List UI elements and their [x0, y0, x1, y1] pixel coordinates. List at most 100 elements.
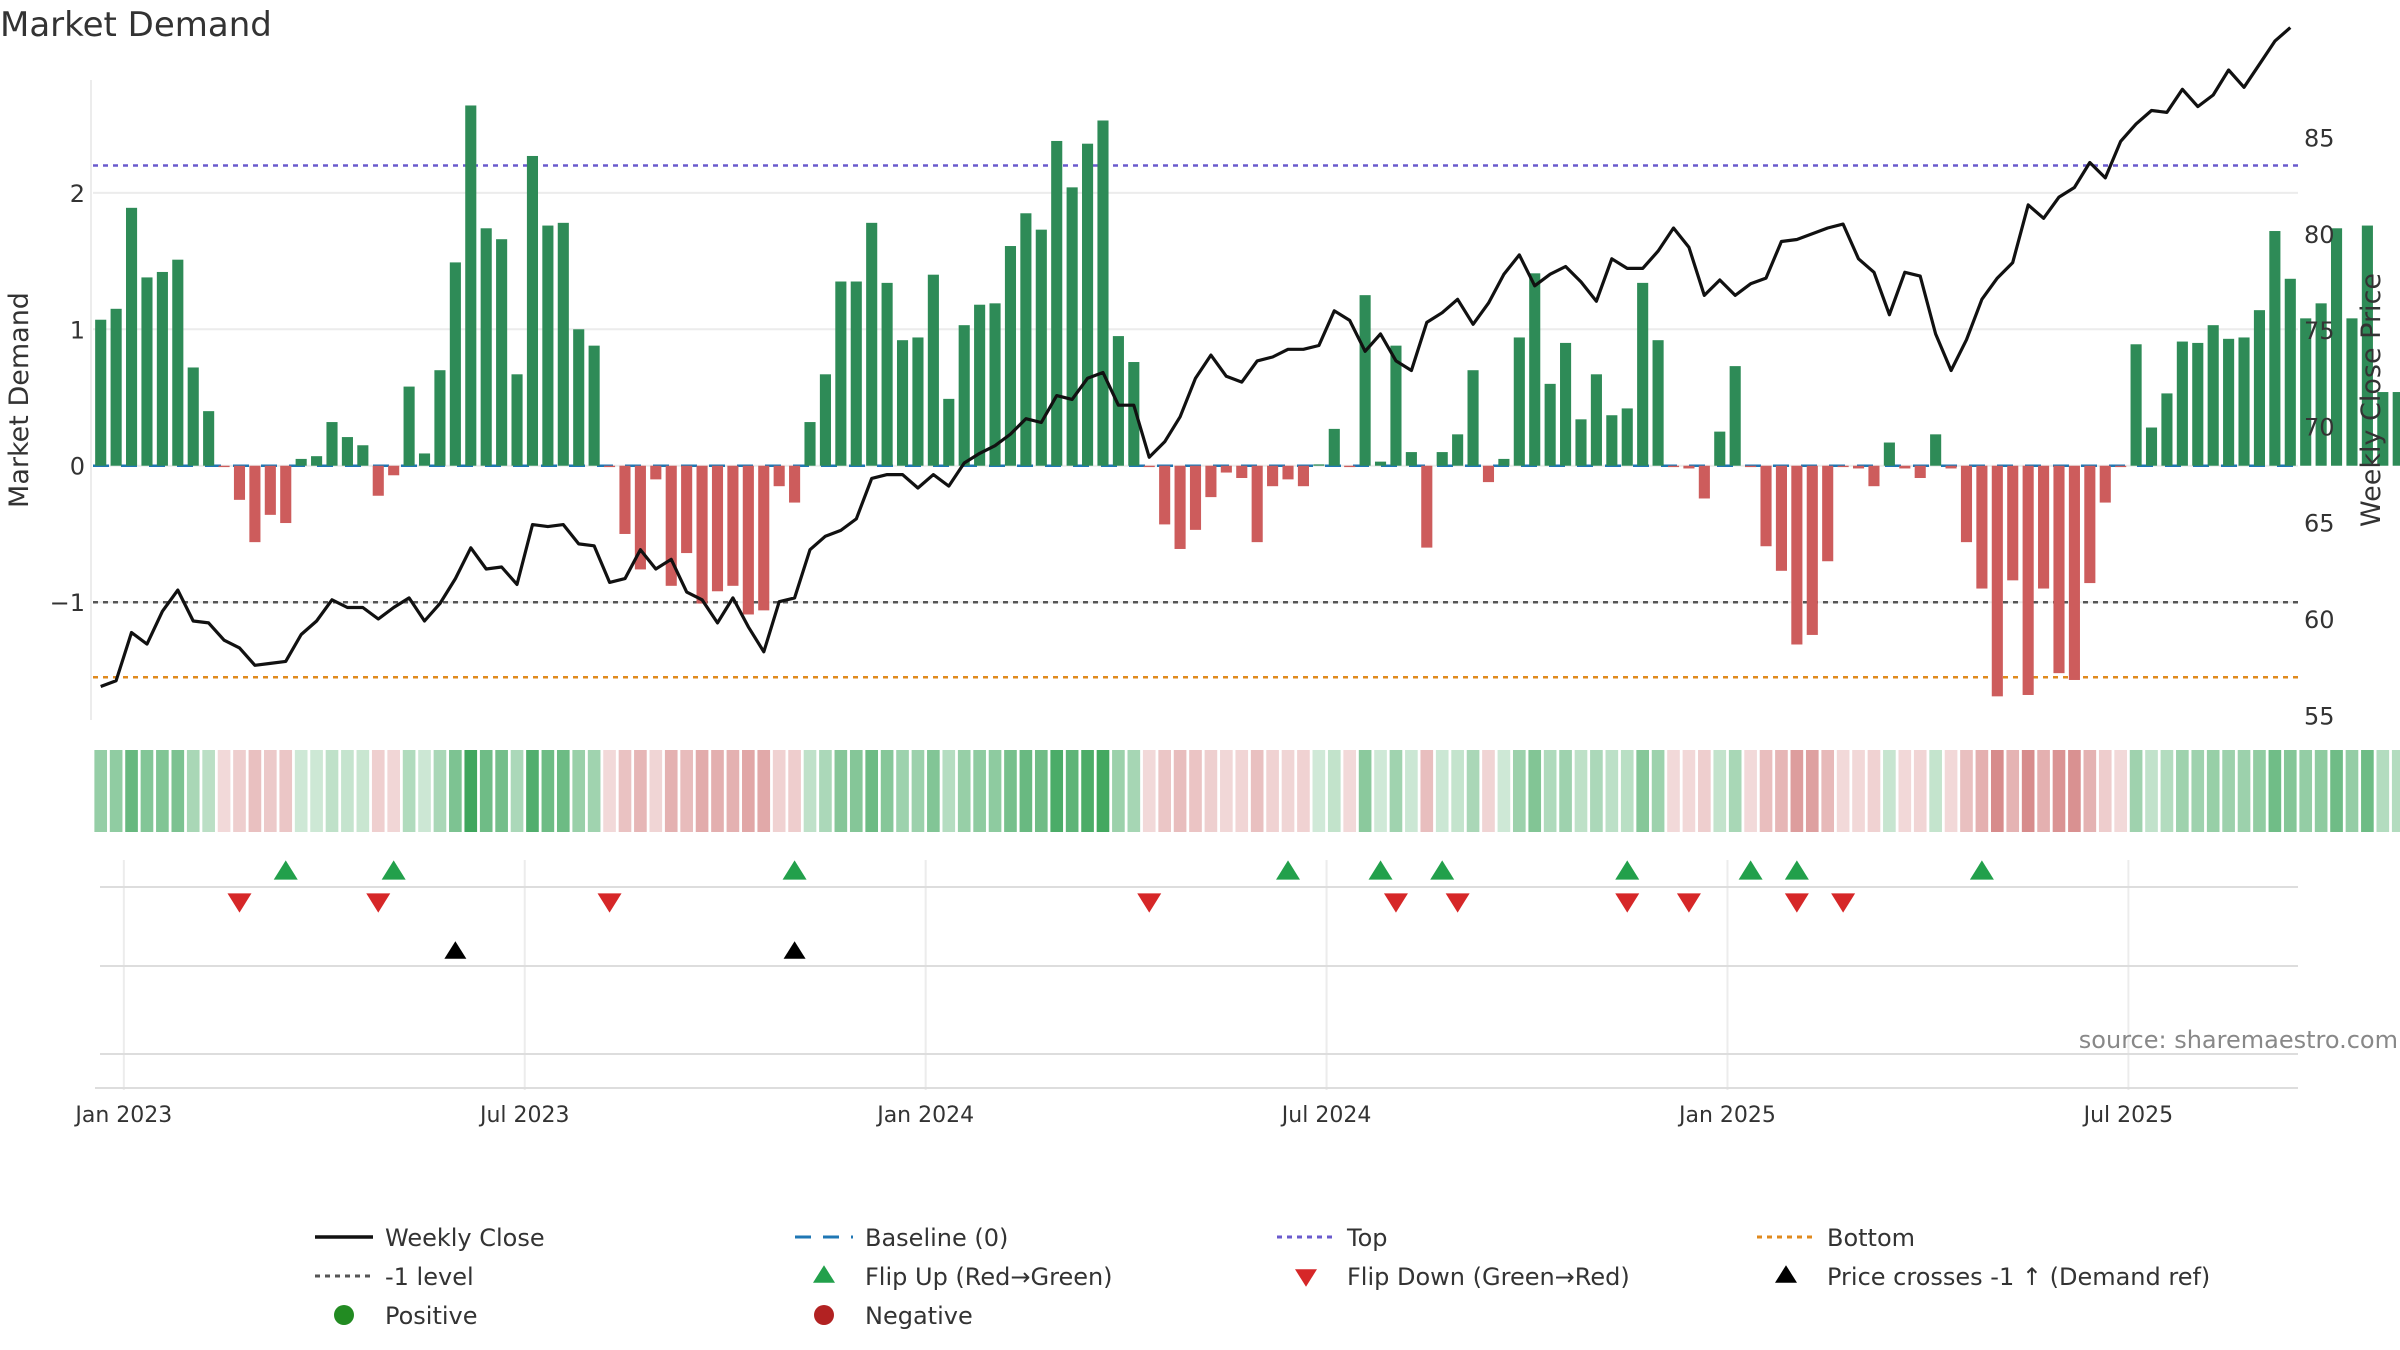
demand-bar [819, 374, 831, 466]
strip-cell [742, 750, 755, 832]
demand-bar [1374, 461, 1387, 466]
strip-cell [603, 750, 616, 832]
strip-cell [1975, 750, 1989, 832]
demand-bar [1806, 465, 1818, 635]
demand-bar [156, 271, 168, 466]
demand-bar [989, 303, 1001, 466]
strip-cell [2021, 750, 2035, 832]
strip-cell [572, 750, 586, 832]
demand-bar [95, 319, 107, 466]
strip-cell [1744, 750, 1757, 832]
strip-cell [1081, 750, 1094, 832]
strip-cell [726, 750, 740, 832]
flip-up-marker [1368, 860, 1393, 880]
demand-bar [2115, 465, 2127, 468]
x-tick-label: Jan 2023 [73, 1103, 172, 1128]
strip-cell [834, 750, 848, 832]
demand-bar [496, 239, 508, 466]
strip-cell [449, 750, 462, 832]
strip-cell [618, 750, 632, 832]
demand-bar [326, 422, 338, 466]
event-markers [95, 860, 2298, 1089]
strip-cell [1158, 750, 1171, 832]
demand-bar [1621, 408, 1633, 466]
demand-bar [511, 374, 523, 466]
flip-down-marker [1831, 893, 1856, 913]
strip-cell [1574, 750, 1588, 832]
flip-up-marker [1738, 860, 1763, 880]
strip-cell [479, 750, 493, 832]
strip-cell [341, 750, 354, 832]
strip-cell [310, 750, 323, 832]
strip-cell [1343, 750, 1357, 832]
strip-cell [1790, 750, 1804, 832]
strip-cell [1497, 750, 1511, 832]
strip-cell [1512, 750, 1526, 832]
strip-cell [2283, 750, 2297, 832]
flip-down-marker [1615, 893, 1640, 913]
demand-bar [249, 465, 261, 543]
flip-up-marker [1430, 860, 1455, 880]
strip-cell [880, 750, 894, 832]
chart-title: Market Demand [0, 5, 272, 45]
flip-down-marker [597, 893, 622, 913]
demand-bar [187, 367, 199, 466]
demand-bar [1482, 465, 1495, 483]
demand-bar [665, 465, 677, 586]
demand-bar [1760, 465, 1772, 547]
legend-symbol-flip-down [1295, 1269, 1317, 1287]
demand-bar [896, 340, 909, 466]
legend-label: Price crosses -1 ↑ (Demand ref) [1827, 1263, 2210, 1291]
demand-bar [1328, 428, 1340, 466]
strip-cell [2268, 750, 2282, 832]
demand-bar [2346, 318, 2358, 466]
strip-cell [1775, 750, 1788, 832]
strip-cell [988, 750, 1002, 832]
demand-bar [2330, 228, 2343, 466]
strip-cell [1235, 750, 1249, 832]
demand-bar [789, 465, 801, 503]
strip-cell [788, 750, 801, 832]
strip-cell [1759, 750, 1773, 832]
strip-cell [1605, 750, 1619, 832]
demand-bar [1883, 442, 1895, 466]
demand-bar [203, 411, 215, 466]
right-tick-label: 60 [2304, 606, 2335, 634]
strip-cell [2098, 750, 2112, 832]
demand-bar [1174, 465, 1186, 549]
demand-bar [1189, 465, 1202, 530]
demand-bar [1791, 465, 1803, 645]
strip-cell [1944, 750, 1958, 832]
strip-cell [2191, 750, 2205, 832]
demand-bar [974, 304, 986, 466]
strip-cell [217, 750, 231, 832]
demand-bar [1236, 465, 1248, 479]
demand-bar [1436, 452, 1448, 466]
strip-cell [2314, 750, 2328, 832]
legend-label: Positive [385, 1302, 478, 1330]
demand-bar [2099, 465, 2111, 503]
strip-cell [1281, 750, 1295, 832]
demand-bar [727, 465, 739, 586]
strip-cell [927, 750, 940, 832]
left-tick-label: 2 [70, 180, 85, 208]
demand-bar [1159, 465, 1171, 525]
demand-bar [1683, 465, 1695, 469]
strip-cell [556, 750, 570, 832]
demand-bar [2392, 392, 2400, 466]
demand-bar [619, 465, 631, 534]
demand-bar [480, 228, 492, 466]
demand-bar [1837, 465, 1849, 468]
strip-cell [402, 750, 416, 832]
strip-cell [202, 750, 215, 832]
demand-bar [1822, 465, 1834, 562]
demand-bar [2377, 392, 2389, 466]
strip-cell [2299, 750, 2313, 832]
strip-cell [2114, 750, 2127, 832]
strip-cell [1189, 750, 1202, 832]
demand-bar [1899, 465, 1911, 469]
strip-cell [2361, 750, 2374, 832]
legend-label: Flip Up (Red→Green) [865, 1263, 1113, 1291]
strip-cell [1898, 750, 1912, 832]
flip-up-marker [381, 860, 406, 880]
